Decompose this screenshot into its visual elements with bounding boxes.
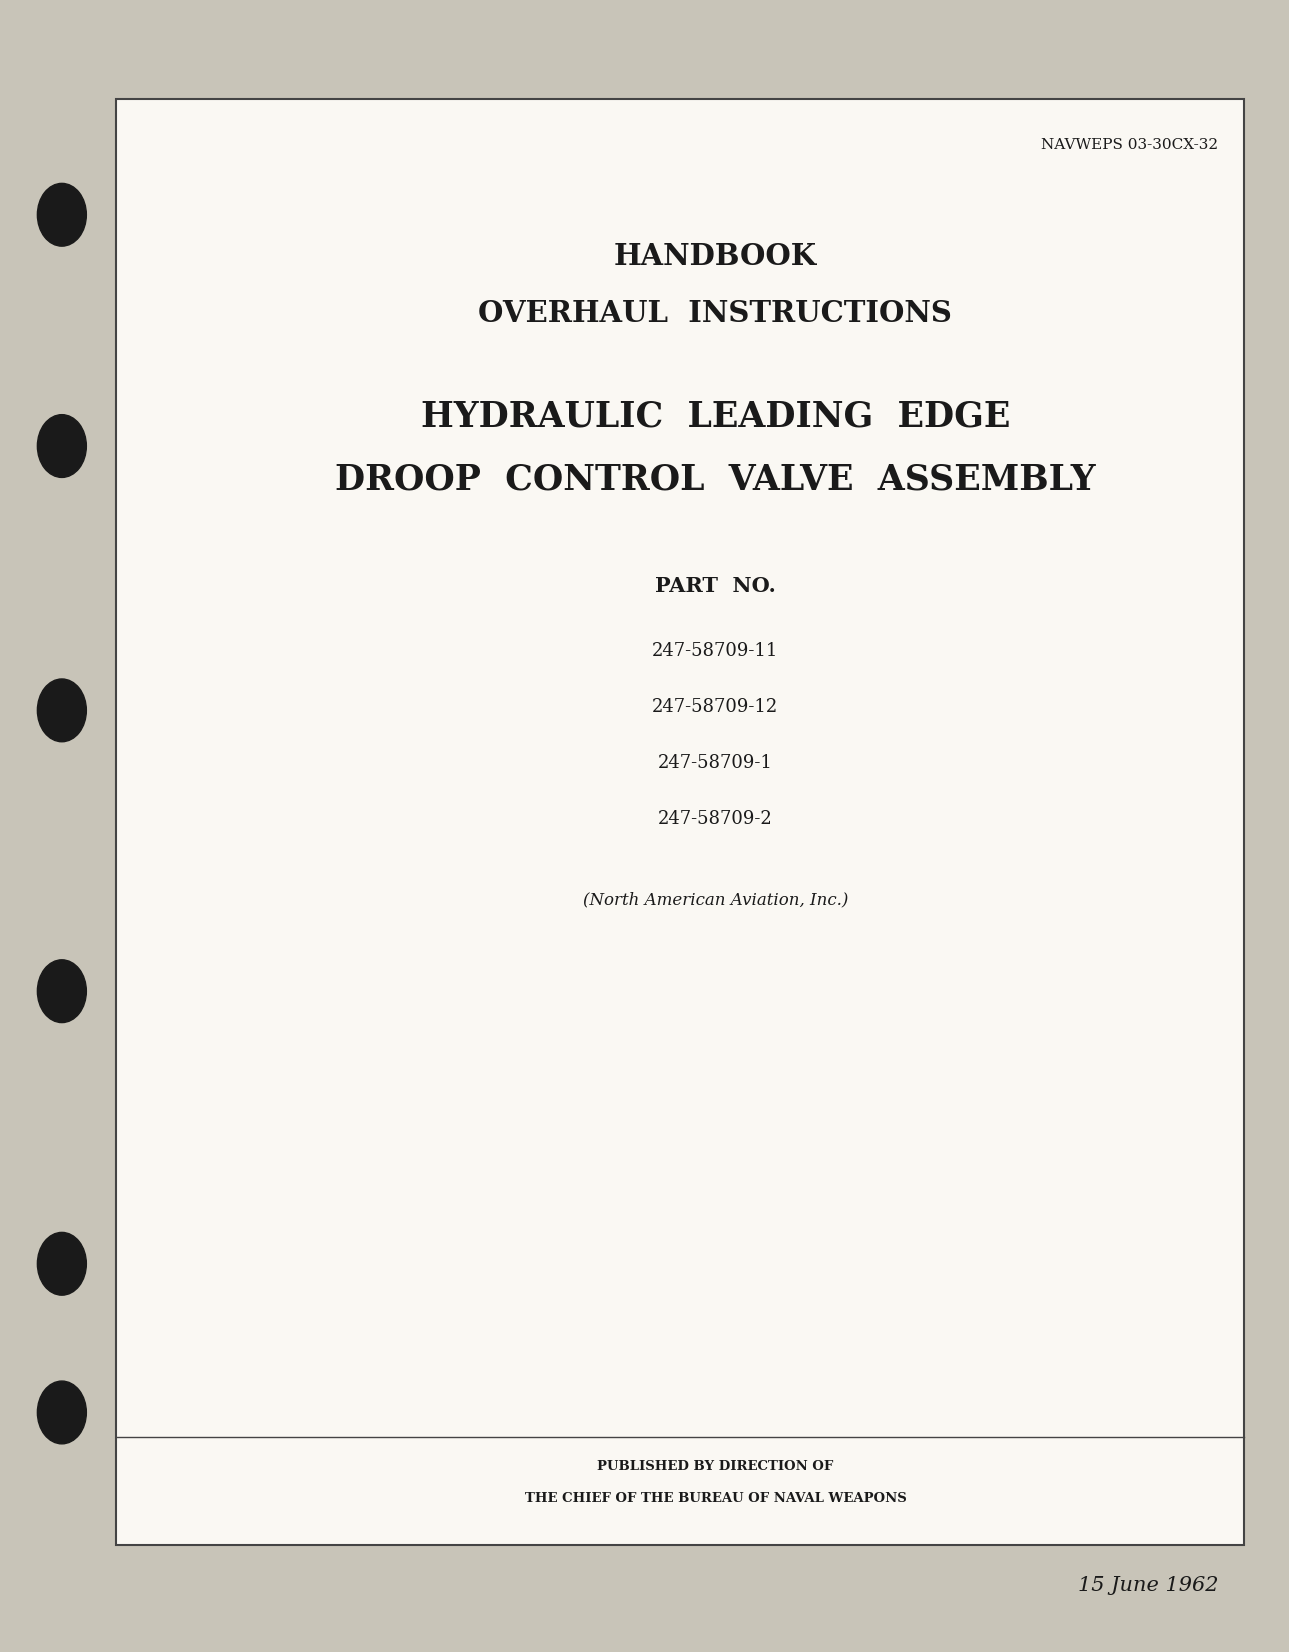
Text: 247-58709-12: 247-58709-12 <box>652 699 779 715</box>
Text: 15 June 1962: 15 June 1962 <box>1078 1576 1218 1596</box>
Circle shape <box>37 183 86 246</box>
Text: PUBLISHED BY DIRECTION OF: PUBLISHED BY DIRECTION OF <box>597 1460 834 1474</box>
Text: (North American Aviation, Inc.): (North American Aviation, Inc.) <box>583 892 848 909</box>
Text: HYDRAULIC  LEADING  EDGE: HYDRAULIC LEADING EDGE <box>420 400 1011 433</box>
Text: THE CHIEF OF THE BUREAU OF NAVAL WEAPONS: THE CHIEF OF THE BUREAU OF NAVAL WEAPONS <box>525 1492 906 1505</box>
Circle shape <box>37 679 86 742</box>
Circle shape <box>37 415 86 477</box>
Text: 247-58709-11: 247-58709-11 <box>652 643 779 659</box>
Text: PART  NO.: PART NO. <box>655 577 776 596</box>
Text: 247-58709-2: 247-58709-2 <box>657 811 773 828</box>
Text: NAVWEPS 03-30CX-32: NAVWEPS 03-30CX-32 <box>1042 139 1218 152</box>
Circle shape <box>37 1381 86 1444</box>
Text: DROOP  CONTROL  VALVE  ASSEMBLY: DROOP CONTROL VALVE ASSEMBLY <box>335 463 1096 496</box>
Text: HANDBOOK: HANDBOOK <box>614 241 817 271</box>
Circle shape <box>37 960 86 1023</box>
Text: 247-58709-1: 247-58709-1 <box>657 755 773 771</box>
Text: OVERHAUL  INSTRUCTIONS: OVERHAUL INSTRUCTIONS <box>478 299 953 329</box>
FancyBboxPatch shape <box>116 99 1244 1545</box>
Circle shape <box>37 1232 86 1295</box>
